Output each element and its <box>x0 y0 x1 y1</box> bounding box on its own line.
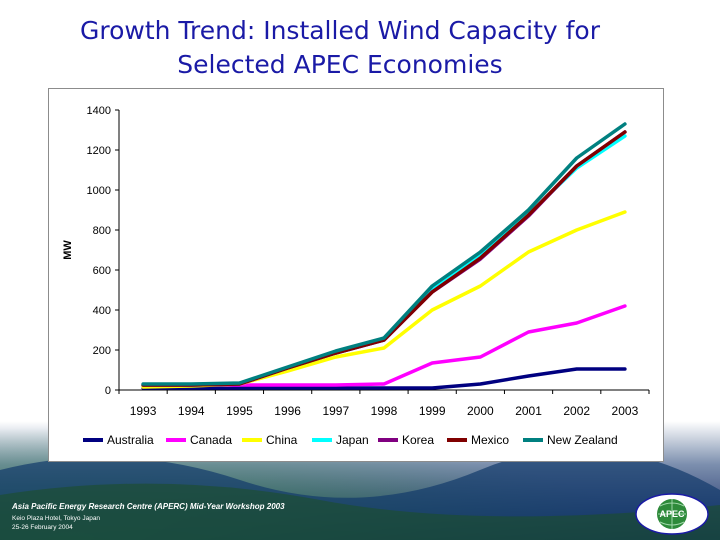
x-tick-label: 1993 <box>130 404 157 418</box>
x-tick-label: 2000 <box>467 404 494 418</box>
series-line-australia <box>141 367 627 390</box>
footer-title: Asia Pacific Energy Research Centre (APE… <box>12 502 285 511</box>
legend-label: Mexico <box>471 433 509 447</box>
slide-title: Growth Trend: Installed Wind Capacity fo… <box>40 14 640 82</box>
legend-label: Canada <box>190 433 232 447</box>
y-tick-label: 400 <box>93 305 111 317</box>
line-chart: 0 200 400 600 800 1000 1200 1400 1993 1994 1995 199… <box>62 105 650 447</box>
footer-dates: 25-26 February 2004 <box>12 524 73 531</box>
x-tick-label: 1995 <box>226 404 253 418</box>
y-tick-label: 600 <box>93 265 111 277</box>
y-tick-label: 1000 <box>87 185 111 197</box>
footer-venue: Keio Plaza Hotel, Tokyo Japan <box>12 515 101 522</box>
y-tick-label: 800 <box>93 225 111 237</box>
series-line-new-zealand <box>141 122 627 386</box>
chart-area: 0 200 400 600 800 1000 1200 1400 1993 1994 1995 199… <box>48 88 664 462</box>
y-tick-label: 1200 <box>87 145 111 157</box>
x-tick-label: 2003 <box>612 404 639 418</box>
y-tick-label: 0 <box>105 385 111 397</box>
legend-label: Australia <box>107 433 154 447</box>
x-tick-label: 1999 <box>419 404 446 418</box>
x-tick-label: 1998 <box>371 404 398 418</box>
legend-label: New Zealand <box>547 433 618 447</box>
x-tick-label: 2002 <box>563 404 590 418</box>
x-tick-label: 1994 <box>178 404 205 418</box>
apec-logo-text: APEC <box>659 509 685 519</box>
legend-label: Korea <box>402 433 434 447</box>
slide-title-line2: Selected APEC Economies <box>177 50 503 79</box>
x-tick-label: 1996 <box>274 404 301 418</box>
slide-title-line1: Growth Trend: Installed Wind Capacity fo… <box>79 16 601 45</box>
legend-label: Japan <box>336 433 369 447</box>
legend-label: China <box>266 433 298 447</box>
apec-logo: APEC <box>635 493 709 535</box>
x-tick-label: 2001 <box>515 404 542 418</box>
y-axis-label: MW <box>62 240 74 260</box>
y-tick-label: 200 <box>93 345 111 357</box>
series-line-china <box>141 210 627 389</box>
x-tick-label: 1997 <box>322 404 349 418</box>
y-tick-label: 1400 <box>87 105 111 117</box>
